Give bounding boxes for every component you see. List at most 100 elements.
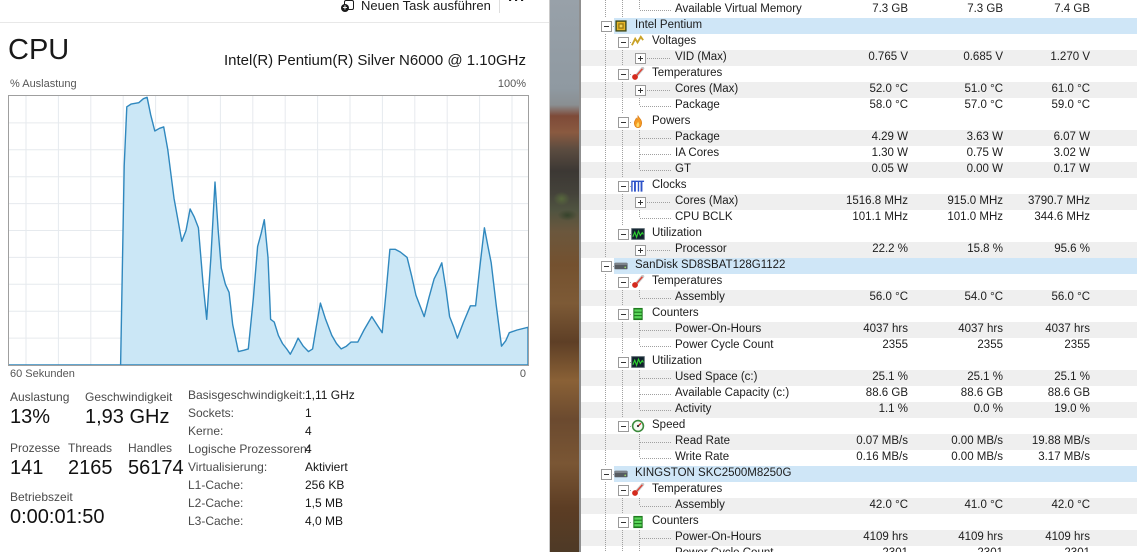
sensor-value-max: 2355 [1064,339,1090,351]
sensor-label: Power Cycle Count [675,339,774,351]
sensor-value-current: 0.765 V [868,51,908,63]
sensor-value-max: 95.6 % [1054,243,1090,255]
tree-expand-toggle[interactable] [601,21,612,32]
sensor-row[interactable]: Cores (Max) 52.0 °C 51.0 °C 61.0 °C [581,82,1137,98]
tree-expand-toggle[interactable] [618,421,629,432]
sensor-row[interactable]: Utilization [581,226,1137,242]
detail-label: L3-Cache: [188,514,244,528]
sensor-row[interactable]: Power-On-Hours 4037 hrs 4037 hrs 4037 hrs [581,322,1137,338]
tree-expand-toggle[interactable] [635,85,646,96]
sensor-row[interactable]: Used Space (c:) 25.1 % 25.1 % 25.1 % [581,370,1137,386]
sensor-value-max: 59.0 °C [1051,99,1090,111]
sensor-row[interactable]: Package 58.0 °C 57.0 °C 59.0 °C [581,98,1137,114]
sensor-value-min: 2355 [977,339,1003,351]
graph-x-left-label: 60 Sekunden [10,368,75,380]
sensor-row[interactable]: Power Cycle Count230123012301 [581,546,1137,552]
sensor-row[interactable]: Assembly 56.0 °C 54.0 °C 56.0 °C [581,290,1137,306]
sensor-row[interactable]: Counters [581,514,1137,530]
sensor-row[interactable]: Powers [581,114,1137,130]
sensor-row[interactable]: Power Cycle Count 2355 2355 2355 [581,338,1137,354]
sensor-row[interactable]: IA Cores 1.30 W 0.75 W 3.02 W [581,146,1137,162]
detail-value: 1,11 GHz [305,388,355,402]
cpu-details-list: Basisgeschwindigkeit:1,11 GHz Sockets: 1 Ke… [188,386,355,530]
tree-expand-toggle[interactable] [635,53,646,64]
sensor-row[interactable]: Temperatures [581,482,1137,498]
sensor-row[interactable]: Available Virtual Memory 7.3 GB 7.3 GB 7.4 … [581,2,1137,18]
sensor-value-min: 54.0 °C [964,291,1003,303]
sensor-row[interactable]: VID (Max) 0.765 V 0.685 V 1.270 V [581,50,1137,66]
sensor-row[interactable]: Activity 1.1 % 0.0 % 19.0 % [581,402,1137,418]
cpu-usage-graph[interactable] [8,95,529,366]
tree-expand-toggle[interactable] [618,357,629,368]
desktop-wallpaper-strip [550,0,579,552]
sensor-row[interactable]: Assembly 42.0 °C 41.0 °C 42.0 °C [581,498,1137,514]
tree-expand-toggle[interactable] [618,69,629,80]
detail-row: Logische Prozessoren:4 [188,440,355,458]
tree-expand-toggle[interactable] [618,517,629,528]
sensor-value-max: 6.07 W [1053,131,1090,143]
sensor-row[interactable]: GT 0.05 W 0.00 W 0.17 W [581,162,1137,178]
detail-value: 1,5 MB [305,496,344,510]
sensor-row[interactable]: Package 4.29 W 3.63 W 6.07 W [581,130,1137,146]
sensor-row[interactable]: Write Rate 0.16 MB/s 0.00 MB/s 3.17 MB/s [581,450,1137,466]
stat-handles: Handles 56174 [128,441,184,479]
temp-icon [631,67,645,81]
sensor-row[interactable]: Intel Pentium [581,18,1137,34]
sensor-value-current: 42.0 °C [869,499,908,511]
detail-value: Aktiviert [305,460,348,474]
sensor-value-max: 3.02 W [1053,147,1090,159]
sensor-row[interactable]: Speed [581,418,1137,434]
tree-expand-toggle[interactable] [601,469,612,480]
sensor-value-current: 52.0 °C [869,83,908,95]
sensor-row[interactable]: KINGSTON SKC2500M8250G [581,466,1137,482]
detail-label: Kerne: [188,424,224,438]
sensor-row[interactable]: Temperatures [581,66,1137,82]
sensor-value-current: 4109 hrs [863,531,908,543]
detail-row: Virtualisierung: Aktiviert [188,458,355,476]
sensor-value-current: 101.1 MHz [852,211,908,223]
tree-expand-toggle[interactable] [618,181,629,192]
sensor-row[interactable]: Available Capacity (c:) 88.6 GB 88.6 GB 88.… [581,386,1137,402]
tree-expand-toggle[interactable] [618,37,629,48]
sensor-row[interactable]: CPU BCLK 101.1 MHz 101.0 MHz 344.6 MHz [581,210,1137,226]
tree-expand-toggle[interactable] [618,309,629,320]
sensor-label: Utilization [652,355,702,367]
sensor-value-max: 61.0 °C [1051,83,1090,95]
sensor-value-min: 0.0 % [973,403,1003,415]
tree-expand-toggle[interactable] [618,117,629,128]
tree-expand-toggle[interactable] [635,245,646,256]
run-new-task-button[interactable]: + Neuen Task ausführen [341,0,491,14]
sensor-label: Powers [652,115,691,127]
tree-expand-toggle[interactable] [618,277,629,288]
sensor-label: Assembly [675,291,725,303]
sensor-value-max: 4037 hrs [1045,323,1090,335]
sensor-label: Cores (Max) [675,83,739,95]
sensor-row[interactable]: Processor 22.2 % 15.8 % 95.6 % [581,242,1137,258]
sensor-row[interactable]: Utilization [581,354,1137,370]
sensor-value-current: 56.0 °C [869,291,908,303]
sensor-row[interactable]: Clocks [581,178,1137,194]
tree-expand-toggle[interactable] [618,229,629,240]
sensor-label: Power Cycle Count [675,547,773,552]
tree-expand-toggle[interactable] [635,197,646,208]
more-options-button[interactable]: ··· [508,0,526,9]
sensor-label: Voltages [652,35,697,47]
sensor-label: Assembly [675,499,725,511]
sensor-row[interactable]: Counters [581,306,1137,322]
detail-row: L3-Cache: 4,0 MB [188,512,355,530]
run-new-task-label: Neuen Task ausführen [361,0,491,13]
tree-expand-toggle[interactable] [618,485,629,496]
sensor-row[interactable]: Cores (Max) 1516.8 MHz 915.0 MHz 3790.7 MHz [581,194,1137,210]
sensor-value-max: 88.6 GB [1047,387,1090,399]
sensor-row[interactable]: SanDisk SD8SBAT128G1122 [581,258,1137,274]
page-title: CPU [8,34,70,66]
sensor-value-min: 2301 [893,547,1003,552]
sensor-row[interactable]: Read Rate 0.07 MB/s 0.00 MB/s 19.88 MB/s [581,434,1137,450]
sensor-value-max: 19.88 MB/s [1031,435,1090,447]
group-header-highlight [614,258,1137,274]
sensor-label: Temperatures [652,483,723,495]
sensor-row[interactable]: Temperatures [581,274,1137,290]
tree-expand-toggle[interactable] [601,261,612,272]
sensor-row[interactable]: Power-On-Hours 4109 hrs 4109 hrs 4109 hrs [581,530,1137,546]
sensor-row[interactable]: Voltages [581,34,1137,50]
